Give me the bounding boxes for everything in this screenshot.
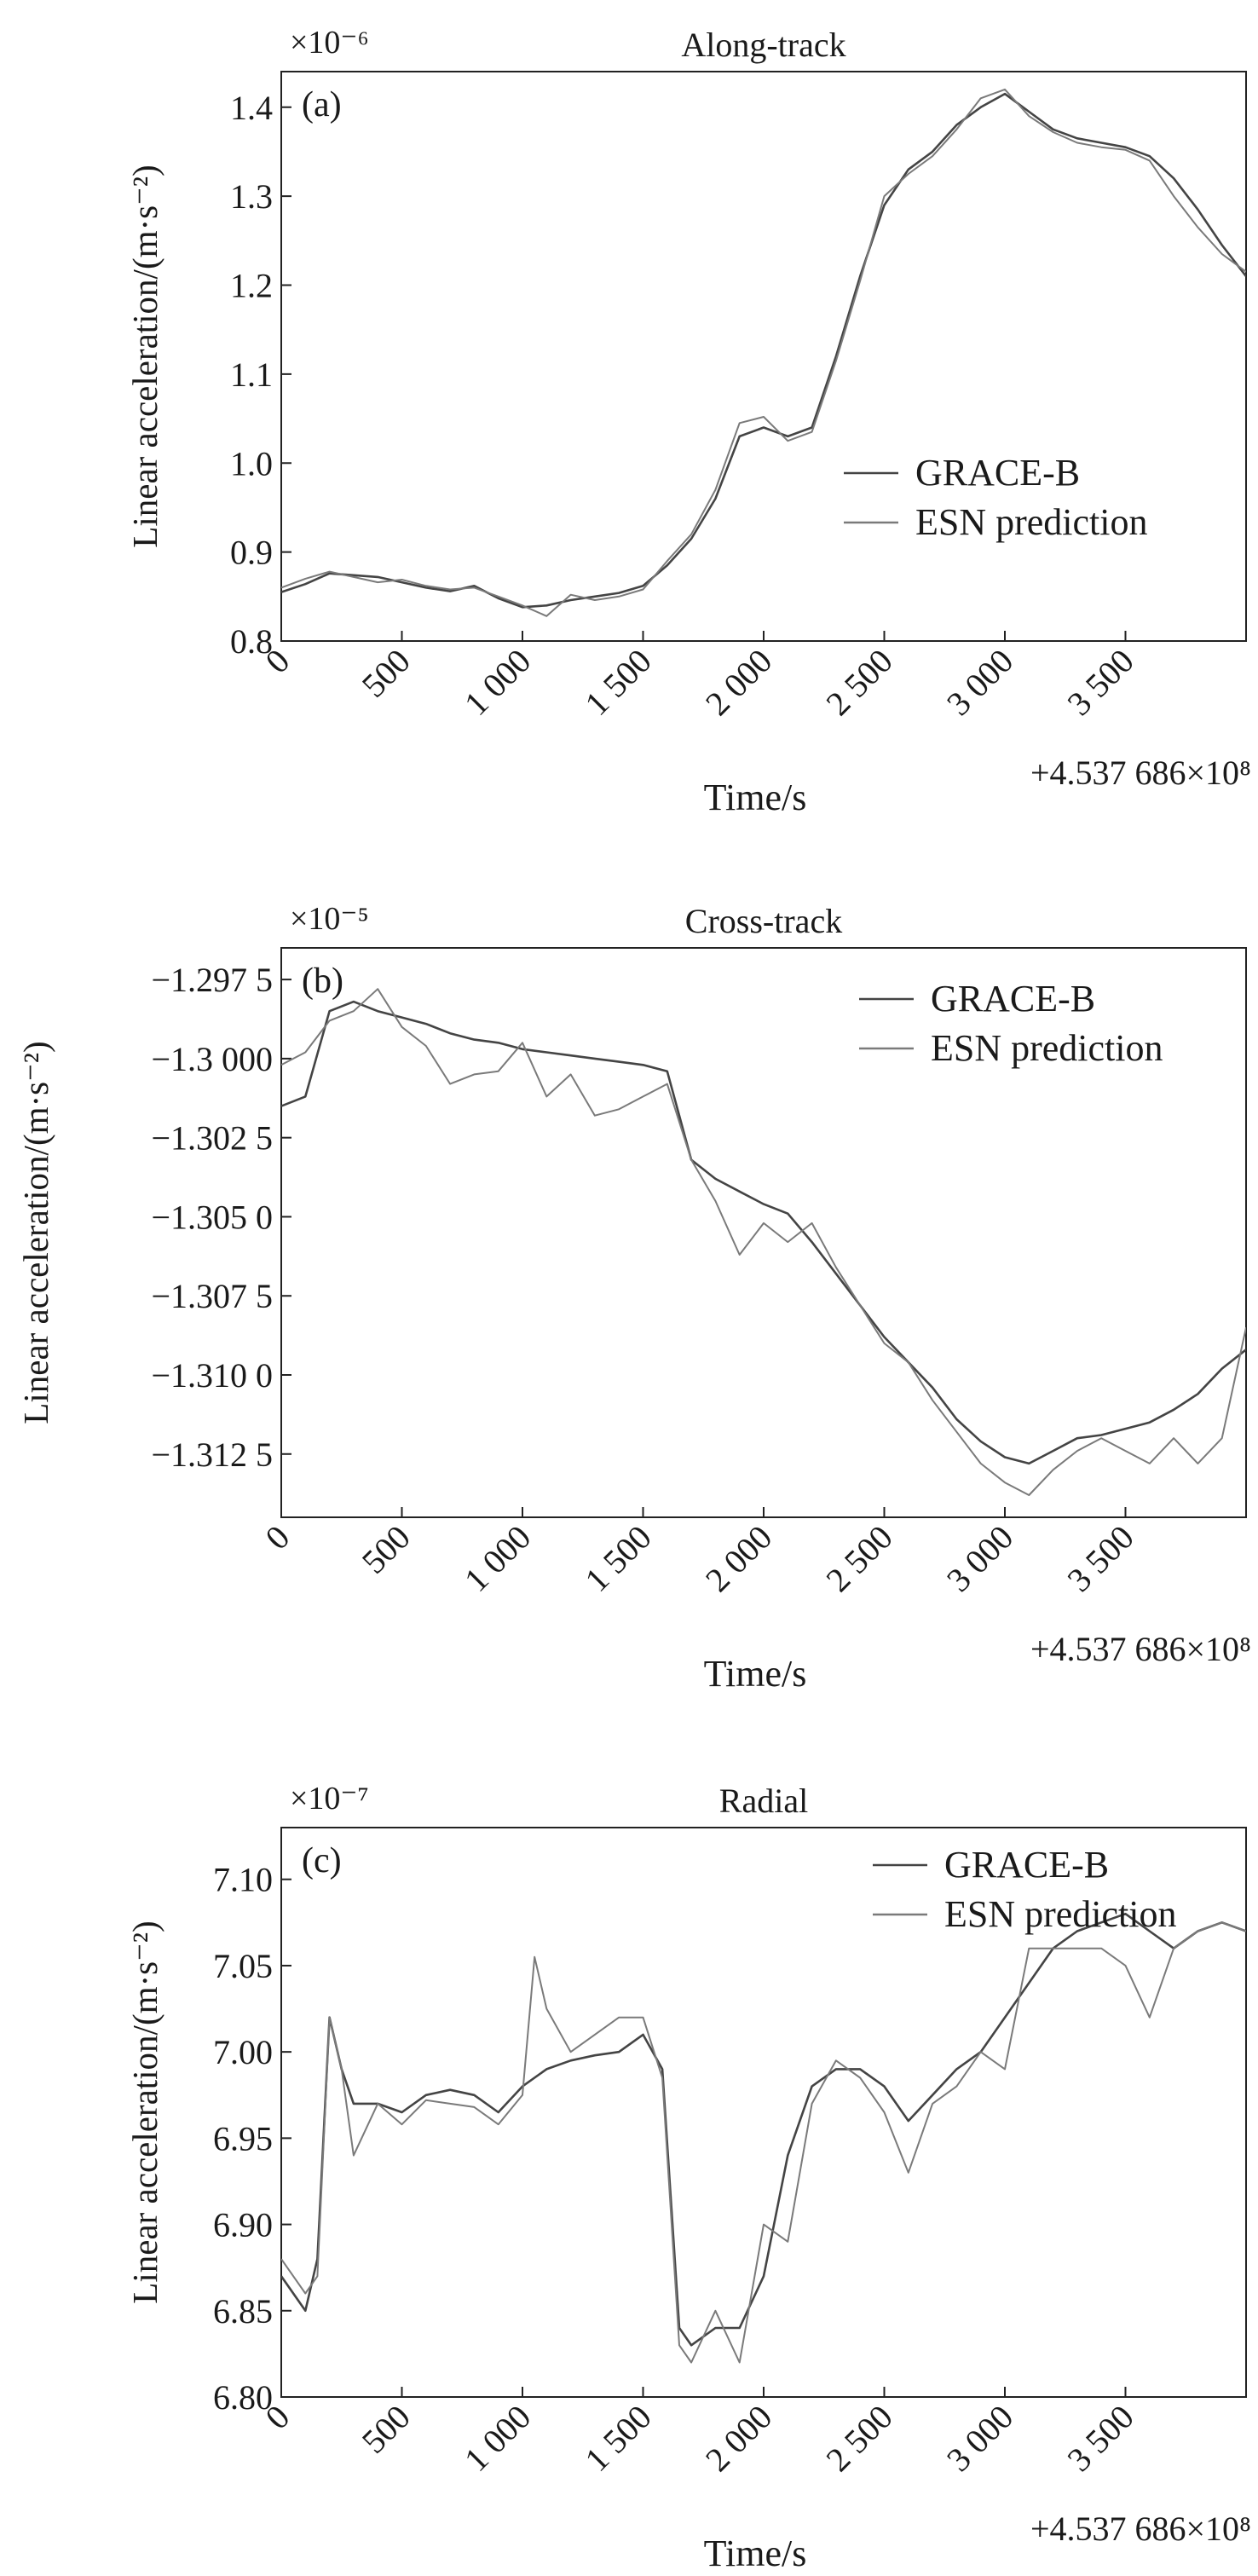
series-line-esn-prediction xyxy=(281,1921,1246,2364)
y-tick-label: 1.4 xyxy=(230,89,273,127)
panel-label: (a) xyxy=(302,85,342,124)
x-tick-label: 2 500 xyxy=(818,2398,899,2479)
legend: GRACE-B ESN prediction xyxy=(844,452,1148,543)
y-tick-label: 1.2 xyxy=(230,267,273,305)
y-tick-label: 1.0 xyxy=(230,444,273,482)
x-offset-label: +4.537 686×10⁸ xyxy=(1030,754,1251,792)
x-tick-label: 1 000 xyxy=(457,642,538,723)
x-tick-label: 0 xyxy=(257,1518,297,1557)
y-tick-label: 7.10 xyxy=(213,1861,273,1899)
chart-panel-3: Radial ×10⁻⁷ (c) 6.80 6.85 6.90 6.95 7.00 7.05 7.… xyxy=(125,1781,1251,2574)
series-line-grace-b xyxy=(281,92,1246,609)
legend-entry: ESN prediction xyxy=(931,1027,1163,1069)
x-tick-label: 1 500 xyxy=(577,1518,658,1599)
y-tick-label: −1.3 000 xyxy=(151,1040,273,1078)
y-tick-label: 6.80 xyxy=(213,2378,273,2417)
series-line-esn-prediction xyxy=(281,88,1246,617)
plot-frame xyxy=(280,71,1247,642)
x-axis-label: Time/s xyxy=(704,2533,807,2574)
x-tick-label: 0 xyxy=(257,2398,297,2437)
y-tick-label: −1.312 5 xyxy=(151,1435,273,1474)
legend: GRACE-B ESN prediction xyxy=(873,1844,1177,1935)
chart-panel-2: Cross-track ×10⁻⁵ (b) −1.312 5 −1.310 0 −1.30… xyxy=(16,901,1251,1695)
panel-label: (c) xyxy=(302,1841,342,1880)
y-tick-label: −1.302 5 xyxy=(151,1119,273,1158)
x-tick-label: 3 000 xyxy=(939,642,1020,723)
x-tick-label: 1 500 xyxy=(577,642,658,723)
x-tick-label: 2 500 xyxy=(818,1518,899,1599)
x-tick-label: 2 000 xyxy=(698,642,779,723)
y-tick-label: −1.297 5 xyxy=(151,961,273,999)
legend-entry: GRACE-B xyxy=(915,452,1080,494)
series-line-grace-b xyxy=(281,1912,1246,2347)
legend: GRACE-B ESN prediction xyxy=(859,978,1163,1069)
x-tick-label: 3 500 xyxy=(1059,2398,1140,2479)
y-tick-label: 7.00 xyxy=(213,2033,273,2071)
y-tick-label: 6.95 xyxy=(213,2119,273,2157)
x-axis-label: Time/s xyxy=(704,1653,807,1695)
x-tick-label: 3 500 xyxy=(1059,642,1140,723)
y-scale-factor: ×10⁻⁷ xyxy=(290,1781,369,1816)
x-tick-label: 500 xyxy=(355,642,418,705)
x-tick-label: 3 000 xyxy=(939,1518,1020,1599)
series-line-esn-prediction xyxy=(281,988,1246,1496)
x-tick-label: 0 xyxy=(257,642,297,681)
chart-title: Cross-track xyxy=(685,902,842,940)
x-tick-label: 3 500 xyxy=(1059,1518,1140,1599)
chart-title: Radial xyxy=(719,1782,808,1820)
chart-title: Along-track xyxy=(681,26,845,64)
y-tick-label: −1.307 5 xyxy=(151,1277,273,1315)
y-tick-label: 0.8 xyxy=(230,622,273,661)
series-group xyxy=(281,1912,1246,2364)
legend-entry: GRACE-B xyxy=(944,1844,1109,1886)
x-tick-label: 3 000 xyxy=(939,2398,1020,2479)
panel-label: (b) xyxy=(302,962,343,1001)
y-tick-label: −1.305 0 xyxy=(151,1198,273,1236)
series-line-grace-b xyxy=(281,1000,1246,1465)
x-tick-label: 1 000 xyxy=(457,1518,538,1599)
y-tick-label: 6.90 xyxy=(213,2206,273,2244)
legend-entry: GRACE-B xyxy=(931,978,1095,1019)
y-tick-label: 0.9 xyxy=(230,534,273,572)
x-tick-label: 1 000 xyxy=(457,2398,538,2479)
y-axis-label: Linear acceleration/(m·s⁻²) xyxy=(16,1041,55,1424)
y-tick-label: 1.1 xyxy=(230,355,273,394)
chart-panel-1: Along-track ×10⁻⁶ (a) 0.8 0.9 1.0 1.1 1.2 1.3 1.4… xyxy=(125,25,1251,818)
x-tick-label: 2 500 xyxy=(818,642,899,723)
y-scale-factor: ×10⁻⁵ xyxy=(290,901,369,937)
x-tick-label: 1 500 xyxy=(577,2398,658,2479)
series-group xyxy=(281,988,1246,1496)
y-axis-label: Linear acceleration/(m·s⁻²) xyxy=(125,165,164,547)
x-offset-label: +4.537 686×10⁸ xyxy=(1030,1630,1251,1668)
x-tick-label: 2 000 xyxy=(698,2398,779,2479)
y-tick-label: 6.85 xyxy=(213,2292,273,2331)
legend-entry: ESN prediction xyxy=(944,1893,1177,1935)
x-tick-label: 2 000 xyxy=(698,1518,779,1599)
y-axis-label: Linear acceleration/(m·s⁻²) xyxy=(125,1920,164,2303)
y-scale-factor: ×10⁻⁶ xyxy=(290,25,369,61)
series-group xyxy=(281,88,1246,617)
y-tick-label: −1.310 0 xyxy=(151,1356,273,1395)
legend-entry: ESN prediction xyxy=(915,501,1148,543)
x-tick-label: 500 xyxy=(355,2398,418,2461)
x-axis-label: Time/s xyxy=(704,777,807,818)
y-tick-label: 1.3 xyxy=(230,177,273,216)
x-offset-label: +4.537 686×10⁸ xyxy=(1030,2510,1251,2548)
y-tick-label: 7.05 xyxy=(213,1947,273,1985)
x-tick-label: 500 xyxy=(355,1518,418,1581)
